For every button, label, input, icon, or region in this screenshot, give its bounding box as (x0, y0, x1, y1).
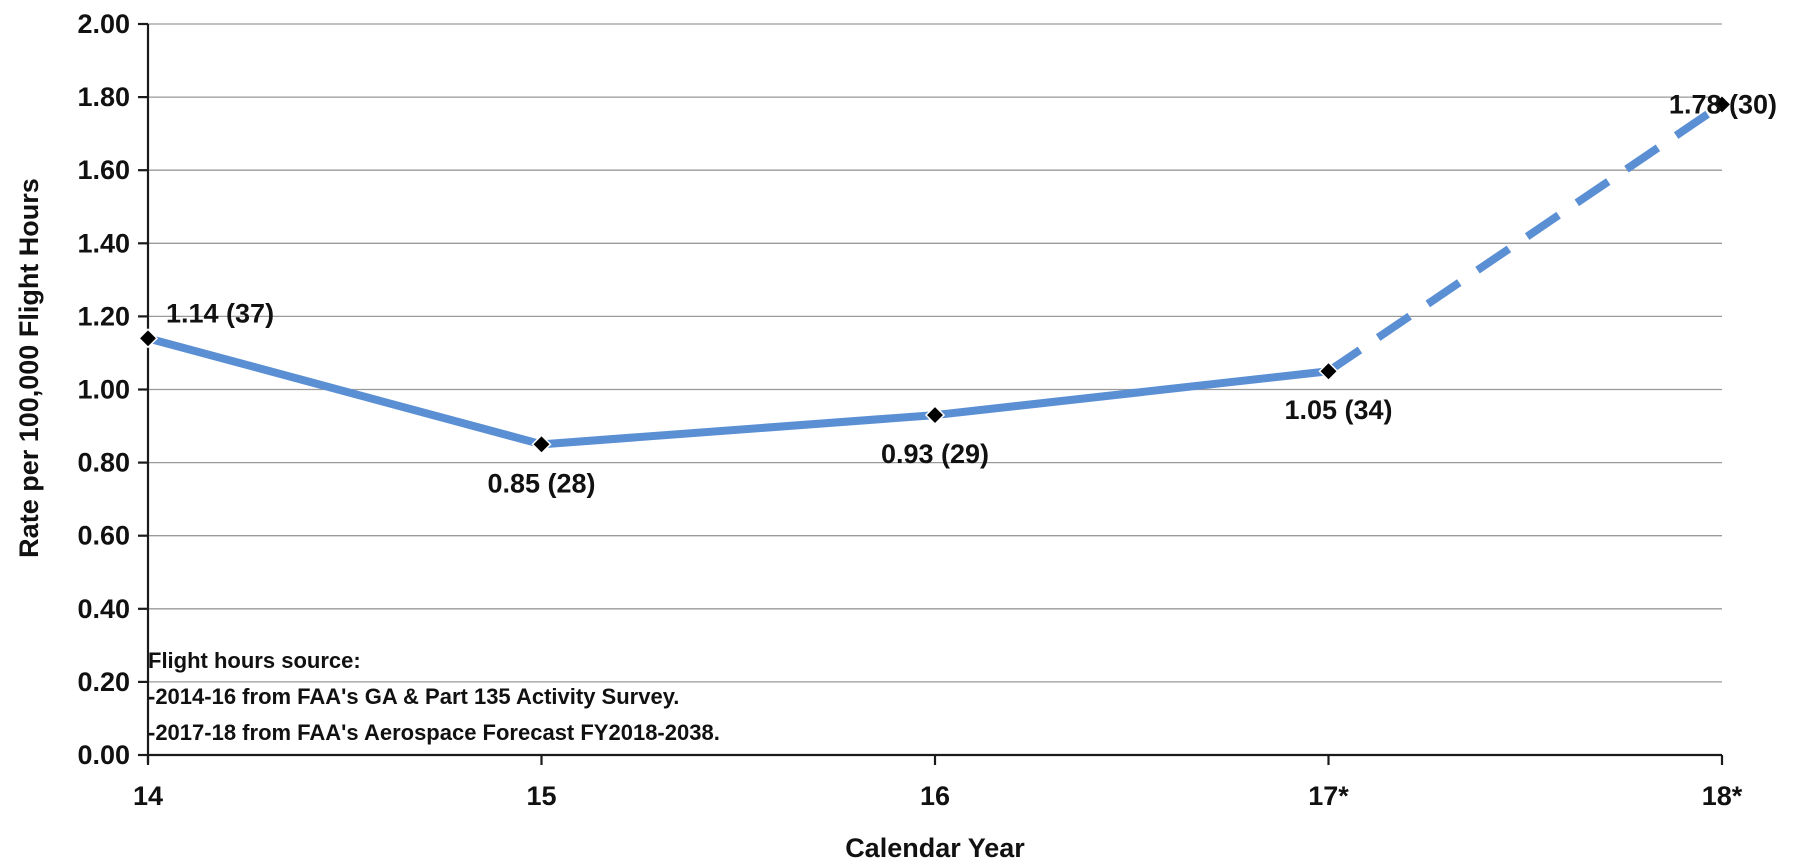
y-tick-label: 0.60 (77, 521, 130, 551)
y-tick-label: 0.20 (77, 667, 130, 697)
x-tick-label: 17* (1308, 781, 1349, 811)
data-point (531, 434, 552, 455)
data-point (1318, 361, 1339, 382)
y-tick-label: 2.00 (77, 9, 130, 39)
y-axis-title: Rate per 100,000 Flight Hours (14, 178, 44, 558)
y-tick-label: 1.20 (77, 301, 130, 331)
y-tick-label: 1.40 (77, 228, 130, 258)
x-tick-label: 15 (526, 781, 556, 811)
data-markers (137, 94, 1733, 455)
x-axis-title: Calendar Year (845, 833, 1025, 863)
data-label: 1.14 (37) (166, 298, 274, 328)
y-tick-label: 0.00 (77, 740, 130, 770)
source-note-line-1: Flight hours source: (148, 648, 361, 673)
y-tick-label: 1.60 (77, 155, 130, 185)
x-tick-labels: 14 15 16 17* 18* (133, 781, 1743, 811)
x-tick-label: 18* (1702, 781, 1743, 811)
data-point (1711, 94, 1733, 115)
x-tick-label: 14 (133, 781, 163, 811)
y-tick-label: 1.80 (77, 82, 130, 112)
source-note-line-3: -2017-18 from FAA's Aerospace Forecast F… (148, 720, 720, 745)
y-tick-label: 1.00 (77, 375, 130, 405)
y-tick-label: 0.40 (77, 594, 130, 624)
x-tick-label: 16 (920, 781, 950, 811)
data-labels: 1.14 (37) 0.85 (28) 0.93 (29) 1.05 (34) 1.78… (166, 89, 1777, 498)
data-label: 1.05 (34) (1284, 395, 1392, 425)
data-label: 0.85 (28) (487, 468, 595, 498)
source-note-line-2: -2014-16 from FAA's GA & Part 135 Activi… (148, 684, 679, 709)
grid-lines (148, 23, 1722, 683)
data-point (924, 405, 946, 426)
data-point (137, 328, 159, 349)
series-line-dashed (1326, 101, 1725, 375)
data-label: 1.78 (30) (1669, 89, 1777, 119)
y-tick-label: 0.80 (77, 448, 130, 478)
y-tick-labels: 0.00 0.20 0.40 0.60 0.80 1.00 1.20 1.40 1.60 1.80… (77, 9, 130, 770)
axes (138, 22, 1724, 765)
data-label: 0.93 (29) (881, 439, 989, 469)
source-note: Flight hours source: -2014-16 from FAA's… (148, 648, 720, 745)
series-line-solid (144, 334, 1333, 449)
series-rate (144, 101, 1725, 449)
